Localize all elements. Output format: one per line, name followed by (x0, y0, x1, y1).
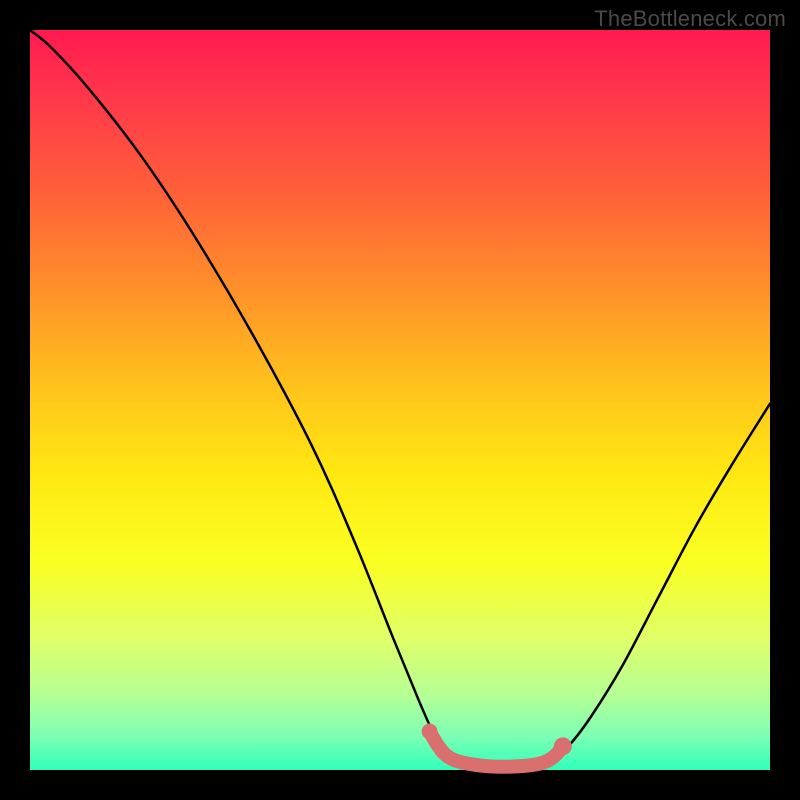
band-end-dot (434, 744, 448, 758)
chart-container: TheBottleneck.com (0, 0, 800, 800)
plot-background (30, 30, 770, 770)
bottleneck-chart (0, 0, 800, 800)
watermark-text: TheBottleneck.com (594, 6, 786, 32)
band-end-dot (422, 724, 438, 740)
band-end-dot (554, 737, 572, 755)
